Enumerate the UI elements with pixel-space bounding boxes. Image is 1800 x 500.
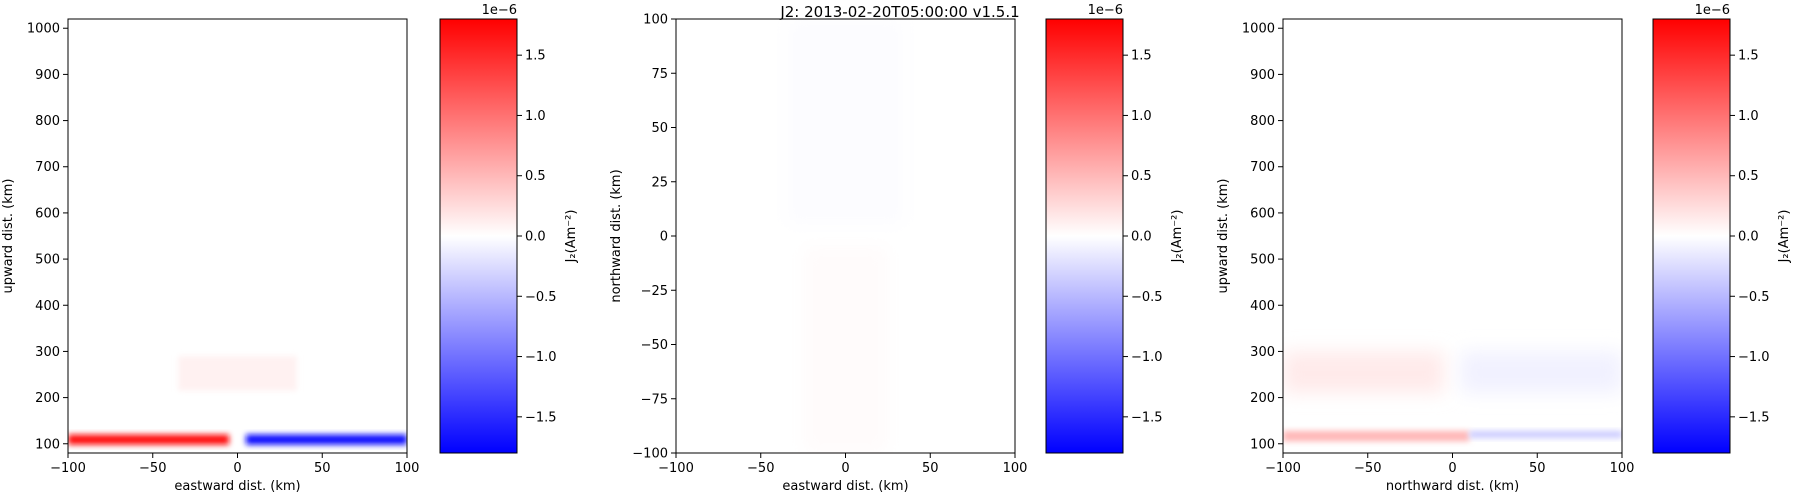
panel-2-xlabel: eastward dist. (km)	[782, 479, 908, 494]
panel-2-colorbar	[1045, 18, 1124, 454]
panel-2-ytick-label: −25	[641, 284, 668, 299]
panel-3-colorbar-label: J₂(Am⁻²)	[1777, 210, 1792, 264]
panel-1-ytick-label: 100	[35, 437, 60, 452]
panel-3-ytick-label: 600	[1250, 206, 1275, 221]
panel-2-ylabel: northward dist. (km)	[609, 169, 624, 302]
panel-1-colorbar-tick-label: −1.0	[525, 350, 557, 365]
panel-2-colorbar-tick-label: 1.5	[1131, 49, 1152, 64]
panel-3-ytick-label: 400	[1250, 299, 1275, 314]
panel-1-ytick-label: 1000	[27, 22, 60, 37]
panel-2-ytick-label: −50	[641, 338, 668, 353]
panel-1-ytick-label: 800	[35, 114, 60, 129]
panel-2-colorbar-tick-label: 1.0	[1131, 109, 1152, 124]
panel-1-ytick-label: 700	[35, 160, 60, 175]
panel-1-ytick-label: 300	[35, 345, 60, 360]
panel-1-colorbar-tick-label: 0.0	[525, 230, 546, 245]
panel-1-ylabel: upward dist. (km)	[1, 179, 16, 294]
panel-2-colorbar-label: J₂(Am⁻²)	[1170, 210, 1185, 264]
panel-1-ytick-label: 500	[35, 253, 60, 268]
panel-3-ytick-label: 800	[1250, 114, 1275, 129]
panel-1-cell-2	[245, 434, 407, 445]
panel-3-colorbar-tick-label: −1.5	[1738, 410, 1770, 425]
panel-1-xlabel: eastward dist. (km)	[174, 479, 300, 494]
panel-1-ytick-label: 900	[35, 68, 60, 83]
panel-2-xtick-label: 0	[841, 461, 849, 476]
panel-3-xtick-label: 100	[1610, 461, 1635, 476]
panel-2-ytick-label: 25	[651, 175, 668, 190]
panel-2-colorbar-exponent: 1e−6	[1088, 3, 1123, 18]
panel-1-colorbar-tick-label: 1.5	[525, 49, 546, 64]
panel-3-xtick-label: −50	[1354, 461, 1381, 476]
panel-2-ytick-label: 100	[643, 13, 668, 28]
panel-3-ytick-label: 500	[1250, 253, 1275, 268]
panel-3-colorbar-tick-label: −1.0	[1738, 350, 1770, 365]
panel-1-cell-3	[178, 356, 297, 391]
figure-suptitle: J2: 2013-02-20T05:00:00 v1.5.1	[779, 3, 1019, 21]
panel-3-ylabel: upward dist. (km)	[1216, 179, 1231, 294]
panel-3-ytick-label: 300	[1250, 345, 1275, 360]
panel-3-ytick-label: 900	[1250, 68, 1275, 83]
panel-3-xtick-label: 0	[1448, 461, 1456, 476]
panel-1-colorbar	[439, 18, 518, 454]
panel-2-colorbar-tick-label: 0.5	[1131, 169, 1152, 184]
panel-3-ytick-label: 200	[1250, 391, 1275, 406]
panel-3-ytick-label: 1000	[1242, 22, 1275, 37]
panel-2-xtick-label: 100	[1003, 461, 1028, 476]
panel-2-colorbar-tick-label: −0.5	[1131, 290, 1163, 305]
panel-2-xtick-label: −50	[747, 461, 774, 476]
panel-1-cell-1	[68, 434, 230, 445]
panel-3-heatmap	[1283, 351, 1622, 442]
panel-2-ytick-label: 50	[651, 121, 668, 136]
panel-3-cell-2	[1460, 351, 1622, 393]
panel-2-colorbar-tick-label: −1.0	[1131, 350, 1163, 365]
panel-2-ytick-label: −75	[641, 392, 668, 407]
panel-2-ytick-label: 75	[651, 67, 668, 82]
panel-1-colorbar-exponent: 1e−6	[482, 3, 517, 18]
panel-1-xtick-label: 100	[395, 461, 420, 476]
panel-2-ytick-label: −100	[632, 447, 668, 462]
panel-1-colorbar-label: J₂(Am⁻²)	[564, 210, 579, 264]
panel-1-ytick-label: 400	[35, 299, 60, 314]
panel-3-cell-4	[1469, 430, 1622, 439]
panel-3-colorbar	[1652, 18, 1731, 454]
panel-2-heatmap	[786, 19, 905, 453]
panel-1-ytick-label: 600	[35, 206, 60, 221]
panel-2-xtick-label: 50	[922, 461, 939, 476]
panel-2-xtick-label: −100	[658, 461, 694, 476]
panel-1-ytick-label: 200	[35, 391, 60, 406]
panel-2-ytick-label: 0	[660, 230, 668, 245]
panel-2-colorbar-tick-label: 0.0	[1131, 230, 1152, 245]
panel-3-colorbar-tick-label: 0.5	[1738, 169, 1759, 184]
panel-2-colorbar-tick-label: −1.5	[1131, 410, 1163, 425]
panel-3-colorbar-tick-label: 0.0	[1738, 230, 1759, 245]
panel-3-colorbar-exponent: 1e−6	[1695, 3, 1730, 18]
panel-2-cell-2	[803, 246, 888, 453]
panel-1-colorbar-tick-label: −0.5	[525, 290, 557, 305]
panel-3-ytick-label: 100	[1250, 437, 1275, 452]
panel-3-xlabel: northward dist. (km)	[1386, 479, 1519, 494]
panel-1-xtick-label: −100	[50, 461, 86, 476]
panel-3-cell-1	[1283, 351, 1445, 393]
panel-3-xtick-label: 50	[1529, 461, 1546, 476]
panel-1-colorbar-tick-label: 1.0	[525, 109, 546, 124]
panel-3-colorbar-tick-label: 1.5	[1738, 49, 1759, 64]
panel-3-colorbar-tick-label: 1.0	[1738, 109, 1759, 124]
panel-3-colorbar-tick-label: −0.5	[1738, 290, 1770, 305]
panel-2-cell-1	[786, 19, 905, 226]
panel-1-colorbar-tick-label: −1.5	[525, 410, 557, 425]
panel-3-ytick-label: 700	[1250, 160, 1275, 175]
panel-3-cell-3	[1283, 430, 1470, 442]
panel-3-xtick-label: −100	[1265, 461, 1301, 476]
panel-1-xtick-label: 0	[233, 461, 241, 476]
panel-1-xtick-label: −50	[139, 461, 166, 476]
panel-1-colorbar-tick-label: 0.5	[525, 169, 546, 184]
panel-1-heatmap	[68, 356, 407, 445]
panel-1-xtick-label: 50	[314, 461, 331, 476]
